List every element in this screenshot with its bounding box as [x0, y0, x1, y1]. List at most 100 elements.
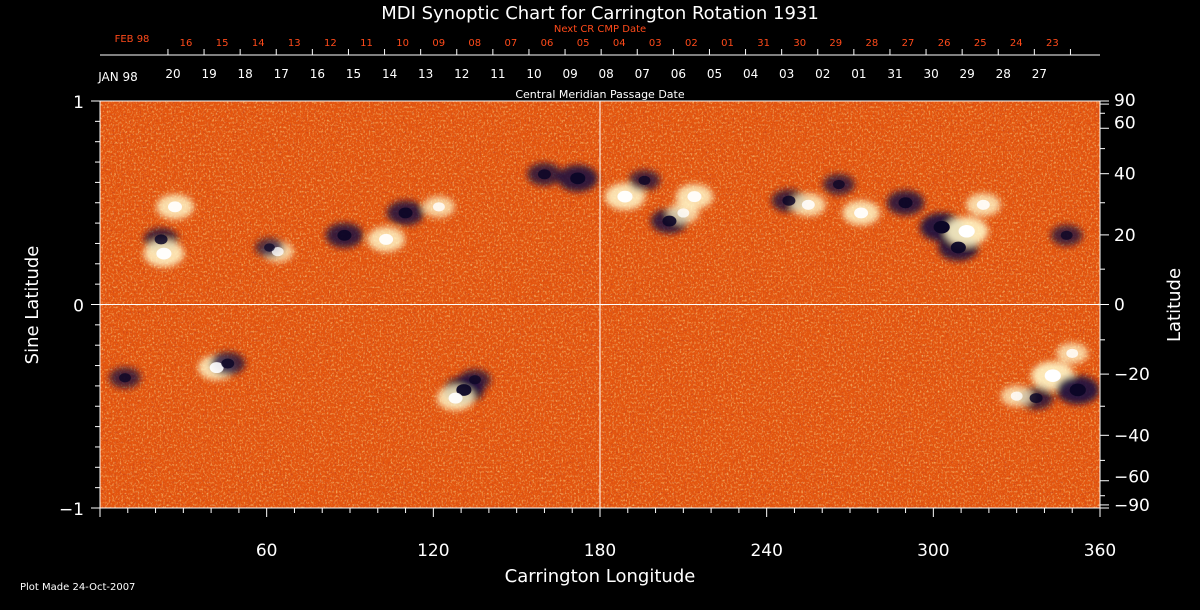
flux-core-positive — [854, 207, 869, 219]
next-date-label: 31 — [757, 38, 770, 49]
cmp-date-label: 27 — [1032, 67, 1047, 81]
flux-core-negative — [638, 175, 651, 185]
next-date-label: 16 — [180, 38, 193, 49]
next-date-label: 03 — [649, 38, 662, 49]
flux-core-positive — [958, 224, 975, 238]
flux-core-negative — [1069, 383, 1086, 397]
cmp-date-label: 10 — [526, 67, 541, 81]
y-right-tick-label: 0 — [1114, 296, 1125, 316]
y-axis-left-label: Sine Latitude — [22, 246, 43, 365]
next-date-label: 11 — [360, 38, 373, 49]
y-right-tick-label: 60 — [1114, 113, 1136, 133]
next-axis-label: Next CR CMP Date — [554, 24, 646, 35]
cmp-axis-label: Central Meridian Passage Date — [515, 88, 684, 101]
flux-core-negative — [264, 243, 275, 252]
cmp-date-label: 13 — [418, 67, 433, 81]
next-date-label: 10 — [396, 38, 409, 49]
next-date-label: 02 — [685, 38, 698, 49]
flux-core-positive — [209, 362, 224, 374]
flux-core-negative — [154, 234, 168, 245]
y-axis-right-label: Latitude — [1164, 268, 1185, 342]
y-right-tick-label: 40 — [1114, 165, 1136, 185]
flux-core-positive — [801, 199, 815, 210]
y-left-tick-label: 0 — [73, 297, 84, 317]
flux-core-negative — [570, 172, 586, 185]
next-date-label: 15 — [216, 38, 229, 49]
flux-core-negative — [662, 215, 677, 227]
cmp-date-label: 17 — [274, 67, 289, 81]
y-left-tick-label: 1 — [73, 93, 84, 113]
cmp-date-label: 04 — [743, 67, 758, 81]
flux-core-negative — [1060, 230, 1073, 240]
cmp-date-label: 11 — [490, 67, 505, 81]
flux-core-negative — [832, 179, 845, 190]
flux-core-positive — [448, 392, 463, 404]
cmp-date-label: 08 — [599, 67, 614, 81]
next-date-label: 23 — [1046, 38, 1059, 49]
x-tick-label: 360 — [1084, 541, 1116, 561]
next-date-label: 13 — [288, 38, 301, 49]
next-date-label: 09 — [432, 38, 445, 49]
next-date-label: 07 — [505, 38, 518, 49]
flux-core-negative — [469, 375, 481, 385]
cmp-axis: JAN 98 20 19 18 17 16 15 14 13 12 11 10 09 08 07 06 05 0… — [97, 67, 1047, 101]
flux-core-negative — [398, 207, 413, 219]
cmp-date-label: 06 — [671, 67, 686, 81]
flux-core-negative — [119, 373, 131, 383]
next-date-label: 29 — [829, 38, 842, 49]
next-date-label: 08 — [468, 38, 481, 49]
cmp-date-label: 18 — [238, 67, 253, 81]
next-date-label: 26 — [938, 38, 951, 49]
magnetogram-map — [100, 101, 1100, 508]
flux-core-positive — [156, 247, 172, 260]
x-axis-label: Carrington Longitude — [505, 566, 696, 587]
x-tick-label: 120 — [417, 541, 449, 561]
next-date-label: 14 — [252, 38, 265, 49]
cmp-date-label: 30 — [923, 67, 938, 81]
flux-core-negative — [933, 220, 950, 234]
cmp-date-label: 16 — [310, 67, 325, 81]
cmp-date-label: 09 — [562, 67, 577, 81]
flux-core-negative — [898, 197, 913, 209]
flux-core-positive — [976, 199, 990, 210]
next-date-label: 12 — [324, 38, 337, 49]
x-tick-label: 180 — [584, 541, 616, 561]
next-date-label: 06 — [541, 38, 554, 49]
next-date-label: 24 — [1010, 38, 1023, 49]
y-right-tick-label: −60 — [1114, 468, 1150, 488]
chart-title: MDI Synoptic Chart for Carrington Rotati… — [381, 3, 819, 24]
x-tick-label: 240 — [750, 541, 782, 561]
cmp-date-label: 12 — [454, 67, 469, 81]
flux-core-positive — [1010, 391, 1023, 401]
flux-core-negative — [782, 195, 796, 206]
x-tick-label: 300 — [917, 541, 949, 561]
next-date-label: 05 — [577, 38, 590, 49]
cmp-date-label: 29 — [960, 67, 975, 81]
cmp-date-label: 03 — [779, 67, 794, 81]
flux-core-positive — [617, 190, 633, 203]
cmp-date-label: 19 — [201, 67, 216, 81]
next-date-label: 27 — [902, 38, 915, 49]
y-right-tick-label: 90 — [1114, 91, 1136, 111]
cmp-date-label: 01 — [851, 67, 866, 81]
flux-core-positive — [1066, 348, 1079, 358]
cmp-date-label: 02 — [815, 67, 830, 81]
flux-core-negative — [337, 229, 352, 241]
next-date-label: 28 — [866, 38, 879, 49]
cmp-date-label: 07 — [635, 67, 650, 81]
cmp-date-label: 14 — [382, 67, 397, 81]
next-date-label: 25 — [974, 38, 987, 49]
x-axis: 60 120 180 240 300 360 — [99, 508, 1116, 561]
cmp-date-label: 28 — [996, 67, 1011, 81]
y-axis-left: 1 0 −1 — [59, 93, 100, 520]
y-right-tick-label: −90 — [1114, 496, 1150, 516]
y-right-tick-label: −20 — [1114, 365, 1150, 385]
y-right-tick-label: 20 — [1114, 226, 1136, 246]
plot-made-footer: Plot Made 24-Oct-2007 — [20, 582, 135, 593]
flux-core-negative — [221, 358, 235, 369]
y-right-tick-label: −40 — [1114, 426, 1150, 446]
next-date-label: 01 — [721, 38, 734, 49]
flux-core-negative — [950, 241, 966, 254]
cmp-date-label: 31 — [887, 67, 902, 81]
